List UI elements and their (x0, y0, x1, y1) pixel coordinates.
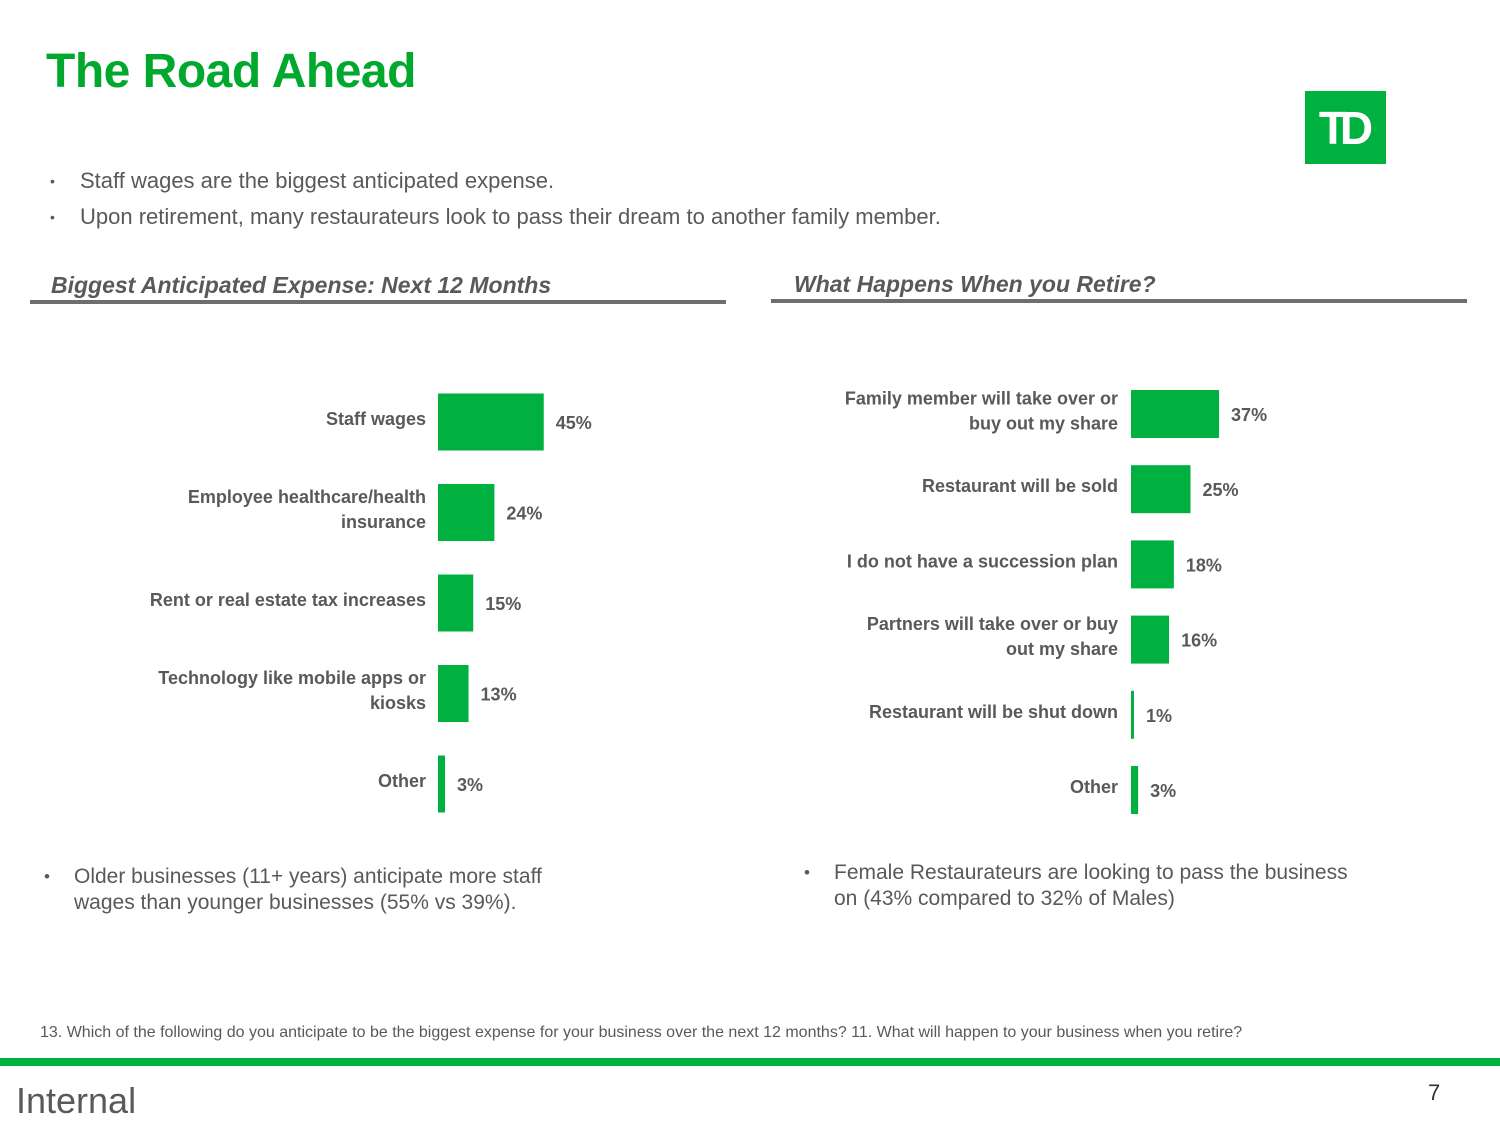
retire-bar (1131, 690, 1134, 739)
left-note-line: Older businesses (11+ years) anticipate … (74, 865, 542, 888)
expense-category-label: Staff wages (326, 409, 426, 429)
expense-bar (438, 574, 474, 632)
right-note-line: Female Restaurateurs are looking to pass… (834, 861, 1348, 884)
retire-category-label: Family member will take over or (845, 389, 1118, 409)
right-note: Female Restaurateurs are looking to pass… (804, 860, 1348, 912)
expense-bar (438, 484, 495, 541)
page-title: The Road Ahead (46, 45, 416, 98)
left-note: Older businesses (11+ years) anticipate … (44, 864, 542, 916)
expense-category-label: Technology like mobile apps or (158, 668, 426, 688)
summary-bullet: Upon retirement, many restaurateurs look… (50, 202, 941, 238)
expense-bar (438, 755, 446, 813)
retire-value-label: 1% (1146, 706, 1172, 726)
retire-bar (1131, 540, 1174, 589)
right-section-rule (771, 299, 1467, 303)
retire-value-label: 18% (1186, 555, 1222, 575)
retire-category-label: buy out my share (969, 414, 1118, 434)
retire-bar (1131, 465, 1191, 514)
right-note-line: on (43% compared to 32% of Males) (834, 887, 1175, 910)
expense-category-label: Rent or real estate tax increases (150, 590, 426, 610)
expense-value-label: 3% (457, 775, 483, 795)
retire-bar (1131, 390, 1220, 438)
summary-bullet: Staff wages are the biggest anticipated … (50, 166, 941, 202)
td-logo-text: TD (1318, 101, 1373, 154)
expense-value-label: 24% (506, 504, 542, 524)
expense-category-label: kiosks (370, 693, 426, 713)
retire-category-label: Partners will take over or buy (867, 614, 1118, 634)
page-number: 7 (1428, 1080, 1441, 1105)
left-chart-title: Biggest Anticipated Expense: Next 12 Mon… (51, 272, 552, 298)
retire-value-label: 25% (1203, 480, 1239, 500)
retire-category-label: Other (1070, 777, 1118, 797)
retire-category-label: out my share (1006, 639, 1118, 659)
expense-category-label: insurance (341, 512, 426, 532)
expense-category-label: Employee healthcare/health (188, 487, 426, 507)
expense-value-label: 45% (556, 413, 592, 433)
summary-bullets: Staff wages are the biggest anticipated … (50, 166, 941, 238)
expense-category-label: Other (378, 771, 426, 791)
retire-category-label: Restaurant will be shut down (869, 702, 1118, 722)
left-section-rule (30, 300, 726, 304)
td-logo: TD (1305, 91, 1386, 164)
classification-label: Internal (16, 1080, 137, 1121)
left-note-line: wages than younger businesses (55% vs 39… (74, 891, 517, 914)
expense-value-label: 15% (485, 594, 521, 614)
retire-value-label: 37% (1231, 405, 1267, 425)
expense-bar (438, 393, 544, 451)
retire-category-label: Restaurant will be sold (922, 476, 1118, 496)
question-footnote: 13. Which of the following do you antici… (40, 1024, 1243, 1041)
retire-value-label: 3% (1150, 781, 1176, 801)
retire-value-label: 16% (1181, 631, 1217, 651)
expense-bar (438, 665, 469, 722)
footer-green-bar (0, 1058, 1500, 1066)
expense-value-label: 13% (481, 685, 517, 705)
right-chart-title: What Happens When you Retire? (794, 271, 1156, 297)
retire-bar (1131, 615, 1170, 664)
retire-bar (1131, 766, 1139, 814)
retire-category-label: I do not have a succession plan (847, 551, 1118, 571)
